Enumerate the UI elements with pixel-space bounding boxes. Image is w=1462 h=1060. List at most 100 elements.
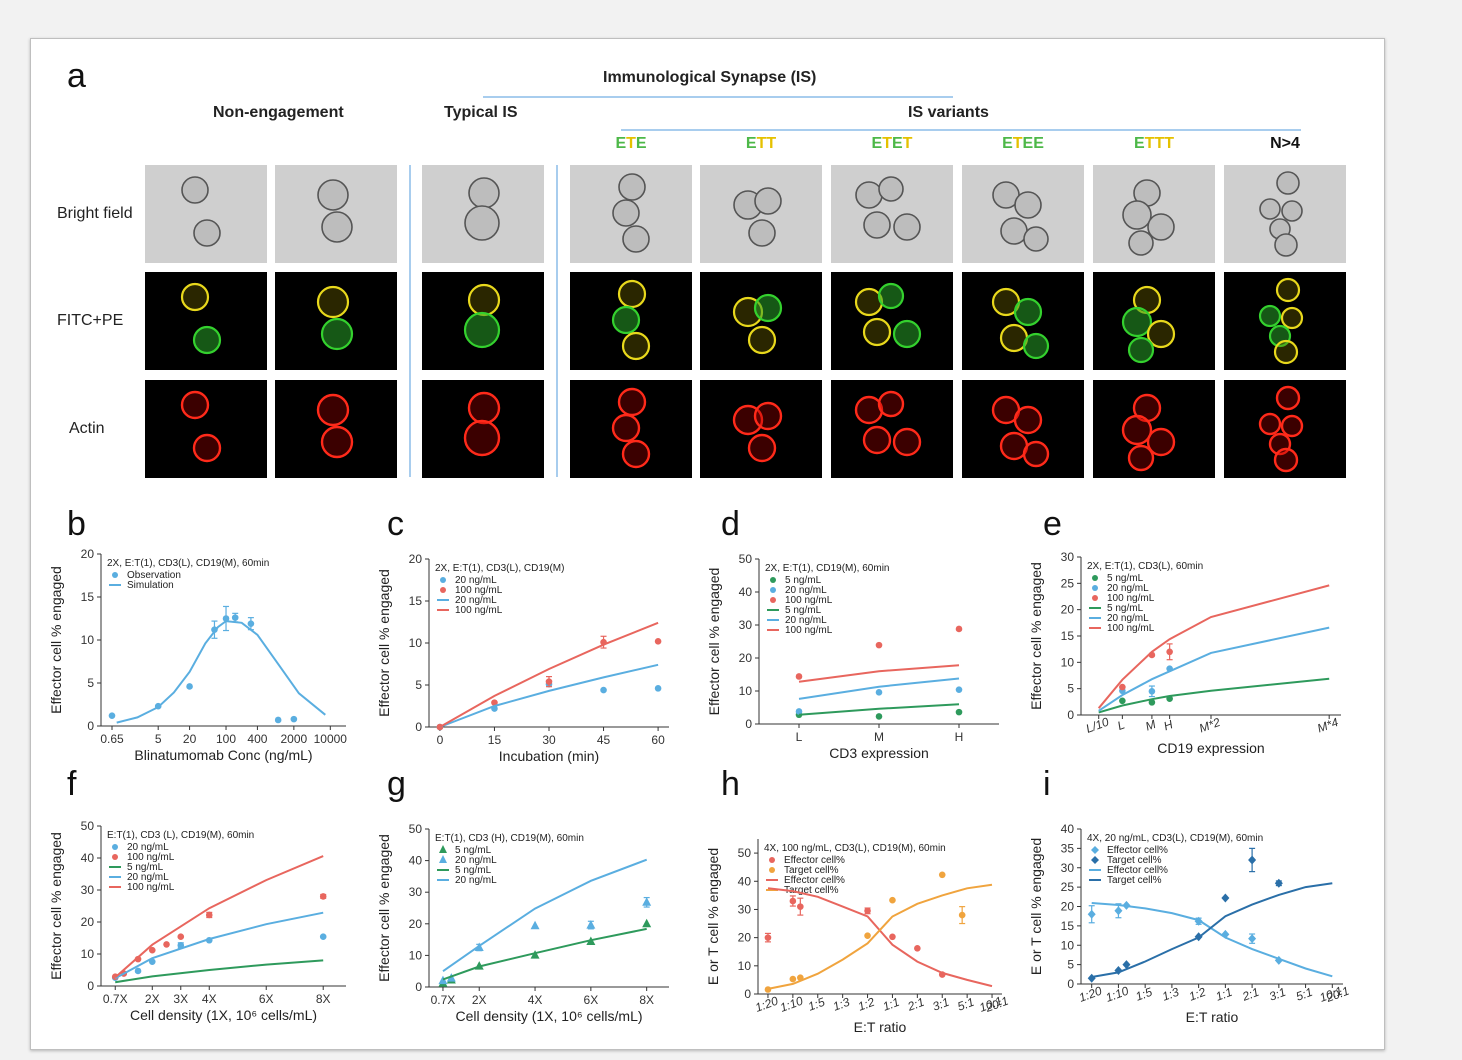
- y-tick-label: 5: [415, 678, 422, 692]
- y-tick-label: 15: [1061, 919, 1075, 933]
- chart-annotation: E:T(1), CD3 (H), CD19(M), 60min: [435, 833, 584, 844]
- legend-label: 5 ng/mL: [785, 605, 822, 616]
- legend-label: 5 ng/mL: [1107, 603, 1144, 614]
- y-tick-label: 30: [739, 618, 753, 632]
- microscopy-brightfield-1: [275, 165, 397, 263]
- legend-label: 5 ng/mL: [127, 862, 164, 873]
- y-tick-label: 5: [87, 676, 94, 690]
- legend-label: 20 ng/mL: [785, 615, 827, 626]
- series-line: [115, 959, 324, 984]
- x-tick-label: 0.7X: [431, 993, 456, 1007]
- data-point: [319, 893, 327, 900]
- y-tick-label: 10: [739, 684, 753, 698]
- y-tick-label: 15: [1061, 629, 1075, 643]
- x-tick-label: 20: [183, 732, 197, 746]
- legend-label: 5 ng/mL: [455, 865, 492, 876]
- x-axis-label: Blinatumomab Conc (ng/mL): [134, 747, 312, 763]
- legend-label: 100 ng/mL: [785, 595, 833, 606]
- x-tick-label: 5:1: [1294, 985, 1314, 1004]
- y-tick-label: 20: [739, 651, 753, 665]
- x-tick-label: 100: [216, 732, 236, 746]
- y-tick-label: 20: [1061, 900, 1075, 914]
- microscopy-actin-5: [831, 380, 953, 478]
- series-line: [114, 855, 324, 979]
- x-tick-label: 4X: [528, 993, 543, 1007]
- y-tick-label: 50: [738, 846, 752, 860]
- x-tick-label: 1:5: [1134, 985, 1155, 1004]
- series-line: [798, 677, 960, 700]
- x-tick-label: 2X: [472, 993, 487, 1007]
- data-point: [889, 933, 896, 941]
- y-tick-label: 30: [738, 902, 752, 916]
- legend-point-swatch: [112, 844, 118, 850]
- legend-label: 20 ng/mL: [785, 585, 827, 596]
- row-label-fitc-pe: FITC+PE: [57, 312, 124, 329]
- microscopy-fitc-4: [700, 272, 822, 370]
- x-tick-label: 20:1: [1323, 984, 1351, 1005]
- data-point: [177, 933, 185, 941]
- x-tick-label: 2X: [145, 992, 160, 1006]
- microscopy-actin-6: [962, 380, 1084, 478]
- data-point: [789, 897, 797, 905]
- legend-label: Observation: [127, 570, 181, 581]
- legend-triangle-swatch: [439, 845, 447, 853]
- data-point: [186, 683, 193, 690]
- series-line: [798, 703, 960, 716]
- data-diamond: [1248, 855, 1257, 865]
- data-diamond: [1114, 906, 1123, 916]
- chart-annotation: 4X, 100 ng/mL, CD3(L), CD19(M), 60min: [764, 843, 946, 854]
- legend-label: 20 ng/mL: [455, 855, 497, 866]
- x-tick-label: 1:20: [753, 994, 780, 1015]
- y-tick-label: 30: [81, 883, 95, 897]
- y-tick-label: 5: [1067, 958, 1074, 972]
- y-tick-label: 10: [81, 947, 95, 961]
- series-line: [1097, 584, 1330, 709]
- y-tick-label: 0: [415, 980, 422, 994]
- data-point: [274, 716, 282, 724]
- y-tick-label: 20: [1061, 603, 1075, 617]
- panel-letter-c: c: [387, 505, 404, 543]
- y-axis-label: Effector cell % engaged: [48, 832, 64, 980]
- series-line: [767, 887, 993, 988]
- data-point: [1119, 697, 1126, 705]
- chart-annotation: 2X, E:T(1), CD3(L), CD19(M), 60min: [107, 558, 269, 569]
- data-point: [789, 975, 797, 983]
- variant-label-part: E: [1002, 135, 1013, 152]
- y-tick-label: 10: [409, 636, 423, 650]
- data-point: [654, 685, 662, 692]
- legend-point-swatch: [440, 587, 446, 593]
- chart-e: 0 5 10 15 20 25 30 L/10 L M H M*2 M*4 CD19 expression…: [1028, 550, 1341, 756]
- data-point: [290, 715, 298, 723]
- x-tick-label: 60: [651, 733, 665, 747]
- legend-label: 20 ng/mL: [455, 575, 497, 586]
- variant-label-part: T: [902, 135, 913, 152]
- series-line: [1091, 882, 1333, 978]
- y-tick-label: 10: [409, 948, 423, 962]
- x-tick-label: H: [955, 730, 964, 744]
- microscopy-actin-7: [1093, 380, 1215, 478]
- x-tick-label: 1:10: [1104, 984, 1131, 1005]
- x-tick-label: 1:3: [831, 995, 852, 1014]
- legend-label: Effector cell%: [784, 875, 845, 886]
- variant-label-part: TT: [756, 135, 777, 152]
- x-tick-label: 0: [437, 733, 444, 747]
- microscopy-actin-1: [275, 380, 397, 478]
- variant-label-part: N>4: [1270, 135, 1300, 152]
- x-tick-label: 10000: [314, 732, 348, 746]
- chart-annotation: 2X, E:T(1), CD19(M), 60min: [765, 563, 889, 574]
- legend-label: 20 ng/mL: [1107, 583, 1149, 594]
- y-tick-label: 50: [409, 822, 423, 836]
- chart-annotation: 2X, E:T(1), CD3(L), 60min: [1087, 561, 1203, 572]
- data-triangle: [530, 920, 540, 930]
- variant-label-part: T: [626, 135, 636, 152]
- divider-1: [409, 165, 411, 477]
- y-axis-label: Effector cell % engaged: [1028, 562, 1044, 710]
- panel-letter-b: b: [67, 505, 86, 543]
- data-triangle: [530, 950, 540, 959]
- x-tick-label: 1:1: [881, 995, 901, 1014]
- data-point: [231, 614, 239, 621]
- data-point: [600, 686, 607, 694]
- y-tick-label: 25: [1061, 576, 1075, 590]
- y-tick-label: 0: [1067, 977, 1074, 991]
- x-tick-label: 6X: [584, 993, 599, 1007]
